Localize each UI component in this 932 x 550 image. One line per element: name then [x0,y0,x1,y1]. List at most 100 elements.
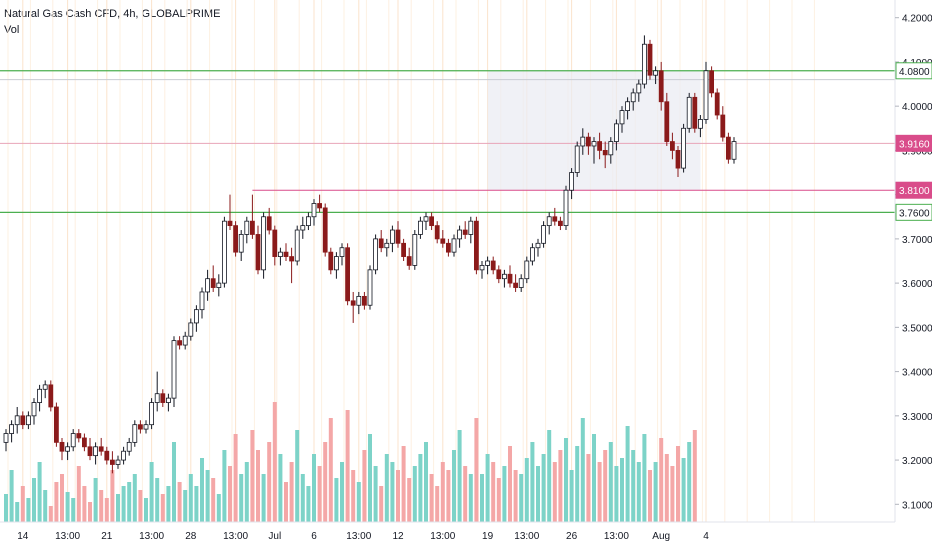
candle-body [76,433,82,439]
volume-bar [407,478,412,522]
price-tick-label: 3.4000 [902,368,932,379]
candle-body [417,220,423,235]
time-tick-label: 4 [703,531,709,542]
candle-body [283,251,289,257]
time-tick-label: 13:00 [346,531,371,542]
candle-body [569,172,574,191]
candle-body [317,203,323,209]
candle-body [104,450,110,461]
volume-bar [183,490,188,522]
volume-bar [9,470,14,522]
candle-body [249,220,255,235]
candle-body [614,123,619,142]
volume-bar [508,446,512,522]
candle-body [714,92,720,116]
volume-bar [261,474,266,522]
candle-body [473,220,479,271]
volume-bar [457,430,462,522]
volume-bar [127,482,132,522]
volume-bar [362,450,367,522]
volume-bar [144,498,148,522]
candle-body [686,96,692,129]
candles [3,35,737,474]
candle-body [65,446,70,452]
candle-body [485,260,491,266]
volume-bar [580,418,585,522]
volume-bar [586,454,591,522]
volume-bar [54,482,59,522]
candle-body [98,446,104,452]
candle-body [535,242,541,249]
volume-bar [390,462,395,522]
candle-body [244,220,250,235]
price-tick-label: 3.2000 [902,456,932,467]
time-axis[interactable]: 14 13:00 21 13:00 28 13:00 Jul 6 13:00 12 13:00 19 1… [0,521,895,542]
volume-bar [636,462,641,522]
volume-bar [552,462,557,522]
volume-bar [244,462,249,522]
candle-body [132,424,138,443]
candle-body [3,433,9,443]
volume-bar [289,462,294,522]
volume-bar [256,450,260,522]
volume-bar [463,466,468,522]
time-tick-label: 13:00 [514,531,539,542]
candle-body [93,446,98,457]
candle-body [412,234,418,266]
volume-bar [267,442,272,522]
time-tick-label: 28 [185,531,197,542]
volume-bar [228,466,232,522]
candle-body [389,229,395,244]
candle-body [675,150,681,169]
volume-bar [284,482,288,522]
candle-body [490,260,496,271]
volume-bar [110,470,115,522]
candle-body [384,242,390,249]
volume-bar [351,470,356,522]
price-axis[interactable]: 3.1000 3.2000 3.3000 3.4000 3.5000 3.6000 3.70… [894,0,932,550]
chart-title: Natural Gas Cash CFD, 4h, GLOBALPRIME [4,8,221,20]
candle-body [322,207,328,253]
volume-bar [4,494,8,522]
volume-bar [200,458,204,522]
volume-bar [306,486,311,522]
volume-bar [536,466,540,522]
price-tick-label: 3.7000 [902,235,932,246]
volume-bar [513,470,518,522]
candle-body [9,424,15,434]
candle-body [636,83,642,94]
candle-body [681,127,686,169]
candle-body [266,216,272,231]
volume-bar [188,474,193,522]
volume-bar [32,478,36,522]
volume-bar [82,486,87,522]
candle-body [507,273,513,284]
candle-body [429,216,435,227]
volume-bar [575,446,580,522]
candle-body [630,92,636,103]
candle-body [720,114,726,138]
candle-body [692,96,698,129]
candle-body [518,278,524,288]
volume-bar [138,490,143,522]
volume-bar [592,434,596,522]
volume-bar [670,466,675,522]
volume-bar [26,498,31,522]
volume-bar [687,442,692,522]
volume-bar [300,474,305,522]
candle-body [261,216,267,271]
candle-body [227,220,233,227]
candle-body [580,136,586,147]
candle-body [328,251,334,271]
candle-body [238,234,244,253]
volume-bar [205,470,210,522]
volume-bar [452,450,456,522]
candle-body [608,141,614,156]
volume-bar [222,450,227,522]
candle-body [193,309,199,324]
volume-bars [4,402,697,522]
volume-bar [676,446,680,522]
volume-bar [541,454,546,522]
volume-bar [597,462,602,522]
